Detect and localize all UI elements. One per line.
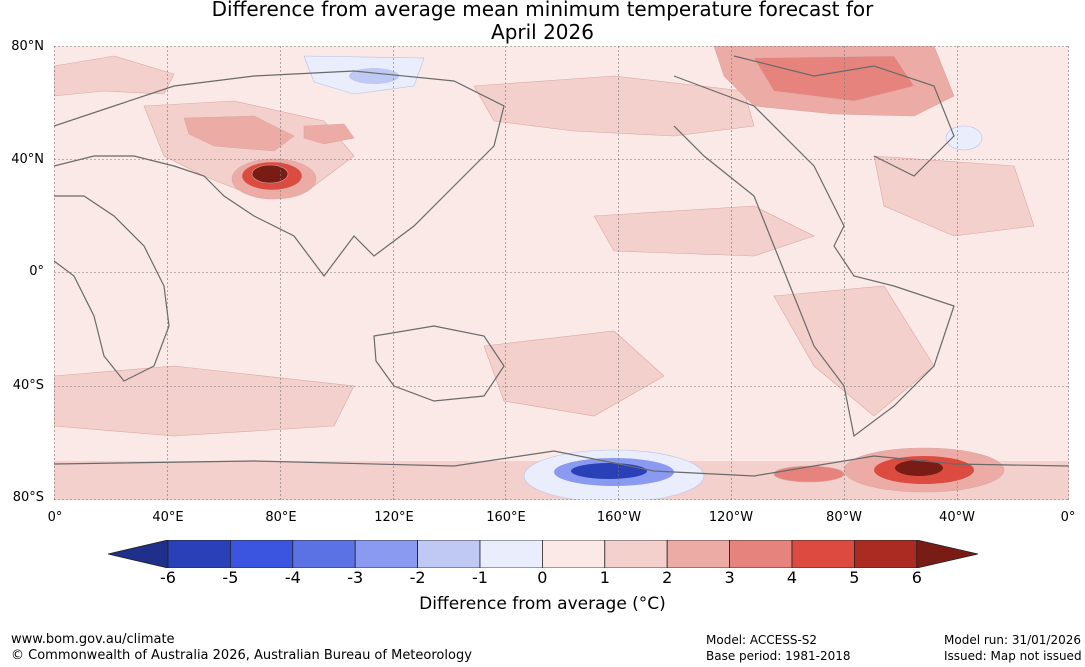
lon-label-160w: 160°W	[596, 510, 642, 525]
colorbar	[108, 540, 978, 568]
colorbar-tick-label: 1	[599, 568, 610, 587]
lon-label-160e: 160°E	[486, 510, 526, 525]
colorbar-tick-label: 2	[662, 568, 673, 587]
anomaly-region-central-asia	[183, 115, 295, 152]
colorbar-label: Difference from average (°C)	[419, 594, 666, 614]
coastline-canada	[733, 55, 955, 177]
footer-base-period: Base period: 1981-2018	[706, 649, 851, 663]
anomaly-regions	[54, 46, 1069, 500]
map-title-line1: Difference from average mean minimum tem…	[211, 0, 874, 21]
colorbar-tick-label: 6	[911, 568, 922, 587]
colorbar-tick-label: 4	[786, 568, 798, 587]
lon-label-0: 0°	[47, 510, 63, 525]
colorbar-tick-label: -2	[409, 568, 426, 587]
graticule	[54, 46, 1069, 500]
colorbar-extend-low	[108, 540, 169, 568]
map-title-line2: April 2026	[491, 20, 594, 44]
colorbar-segment	[167, 540, 231, 568]
anomaly-region-tibet-core	[251, 164, 289, 184]
coastline-eurasia	[54, 70, 505, 277]
lat-label-40n: 40°N	[11, 152, 44, 167]
anomaly-region-siberia-core	[349, 68, 399, 84]
colorbar-segment	[854, 540, 918, 568]
coastline-americas	[673, 75, 955, 438]
colorbar-segment	[479, 540, 543, 568]
anomaly-region-bellingshausen	[773, 465, 845, 483]
colorbar-tick-label: -5	[222, 568, 239, 587]
anomaly-region-n-atlantic-cool	[945, 125, 983, 151]
lon-label-40w: 40°W	[939, 510, 975, 525]
colorbar-extend-high	[916, 540, 978, 568]
colorbar-tick-label: -1	[472, 568, 488, 587]
anomaly-region-canada-core	[753, 55, 915, 102]
footer-model: Model: ACCESS-S2	[706, 633, 818, 647]
colorbar-segment	[791, 540, 855, 568]
lat-label-80s: 80°S	[12, 490, 44, 505]
lon-label-120e: 120°E	[374, 510, 414, 525]
colorbar-tick-label: -3	[347, 568, 364, 587]
colorbar-segment	[729, 540, 793, 568]
anomaly-region-weddell-core	[895, 460, 943, 476]
anomaly-region-ross-sea-core	[571, 463, 647, 479]
coastline-antarctica	[54, 450, 1069, 477]
colorbar-tick-label: 3	[724, 568, 735, 587]
footer-issued: Issued: Map not issued	[944, 649, 1082, 663]
colorbar-tick-label: 0	[537, 568, 548, 587]
colorbar-segment	[292, 540, 356, 568]
lon-label-0-right: 0°	[1060, 510, 1076, 525]
footer-copyright: © Commonwealth of Australia 2026, Austra…	[11, 648, 472, 663]
colorbar-segment	[354, 540, 418, 568]
coastline-africa-europe	[54, 195, 170, 382]
anomaly-region-n-pacific	[473, 75, 755, 137]
lat-label-40s: 40°S	[12, 378, 44, 393]
colorbar-segment	[541, 540, 606, 568]
colorbar-tick-label: -4	[284, 568, 301, 587]
anomaly-region-e-pacific	[593, 205, 815, 257]
lon-label-80e: 80°E	[265, 510, 297, 525]
colorbar-tick-label: -6	[160, 568, 176, 587]
anomaly-region-mongolia	[303, 123, 355, 145]
footer-model-run: Model run: 31/01/2026	[944, 633, 1082, 647]
colorbar-tick-label: 5	[849, 568, 860, 587]
lon-label-80w: 80°W	[826, 510, 862, 525]
footer-website: www.bom.gov.au/climate	[11, 632, 175, 647]
anomaly-region-s-pacific	[483, 330, 665, 417]
anomaly-region-s-america	[773, 285, 935, 417]
anomaly-region-n-europe	[54, 55, 175, 97]
anomaly-region-s-indian	[54, 365, 355, 437]
colorbar-segment	[417, 540, 481, 568]
lat-label-80n: 80°N	[11, 39, 44, 54]
colorbar-segment	[230, 540, 294, 568]
lon-label-120w: 120°W	[708, 510, 754, 525]
lon-label-40e: 40°E	[152, 510, 184, 525]
forecast-map	[54, 46, 1069, 500]
colorbar-segment	[604, 540, 668, 568]
coastline-australia	[373, 325, 505, 402]
lat-label-eq: 0°	[29, 264, 44, 279]
colorbar-segment	[666, 540, 731, 568]
coastlines	[54, 55, 1069, 477]
